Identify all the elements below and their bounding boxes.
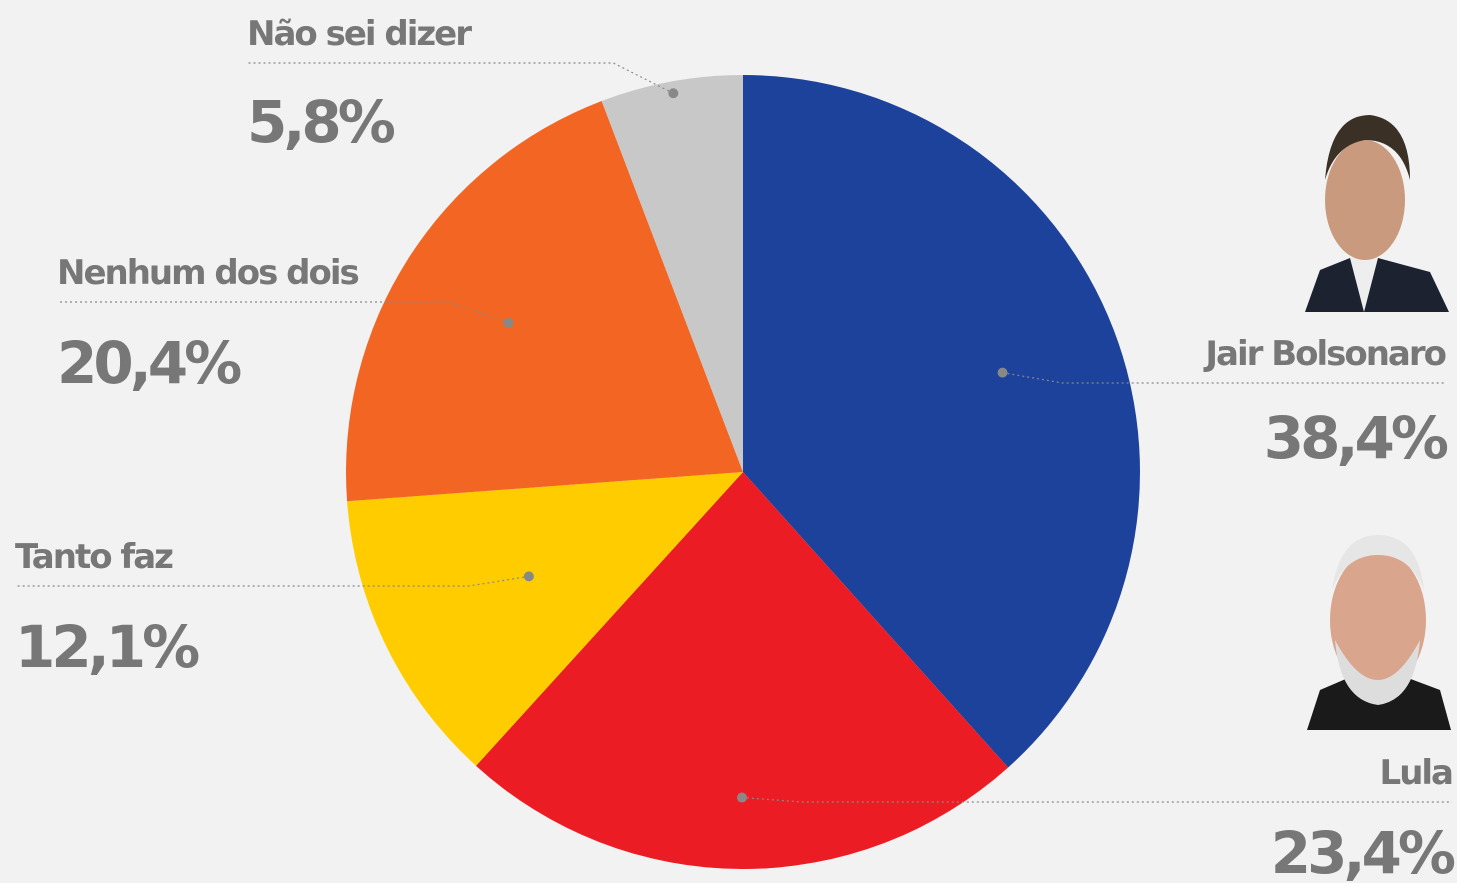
category-label: Tanto faz	[15, 537, 173, 577]
pie-slice	[347, 472, 743, 766]
leader-line	[1002, 372, 1445, 384]
category-label: Jair Bolsonaro	[1203, 334, 1445, 374]
leader-line	[57, 301, 509, 324]
value-label: 12,1%	[15, 613, 199, 681]
pie-slice	[476, 472, 1009, 869]
value-label: 20,4%	[57, 329, 241, 397]
value-label: 38,4%	[1264, 404, 1448, 472]
leader-dot	[503, 317, 514, 328]
value-label: 23,4%	[1271, 819, 1455, 883]
category-label: Lula	[1380, 753, 1453, 793]
portrait-bolsonaro	[1305, 112, 1449, 312]
portrait-lula	[1307, 530, 1451, 730]
pie-slice	[346, 101, 743, 502]
leader-line	[247, 62, 674, 94]
leader-dot	[736, 792, 747, 803]
value-label: 5,8%	[247, 88, 395, 156]
leader-dot	[997, 367, 1008, 378]
leader-dot	[523, 571, 534, 582]
category-label: Nenhum dos dois	[57, 253, 359, 293]
category-label: Não sei dizer	[247, 14, 472, 54]
leader-line	[741, 796, 1452, 803]
pie-slice	[601, 75, 743, 472]
pie-slice	[743, 75, 1140, 768]
leader-dot	[668, 88, 679, 99]
leader-line	[15, 575, 529, 587]
